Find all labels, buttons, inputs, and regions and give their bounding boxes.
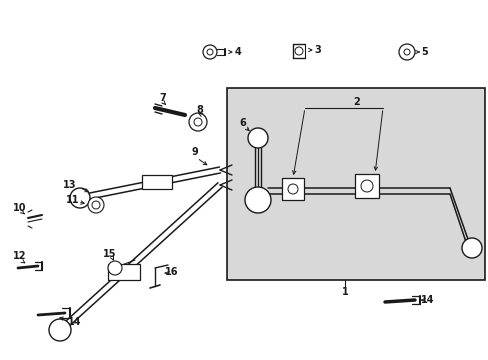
Text: 10: 10 xyxy=(13,203,27,213)
Text: 14: 14 xyxy=(68,317,81,327)
Circle shape xyxy=(287,184,297,194)
Circle shape xyxy=(49,319,71,341)
Circle shape xyxy=(189,113,206,131)
Text: 5: 5 xyxy=(421,47,427,57)
Text: 13: 13 xyxy=(63,180,77,190)
Text: 15: 15 xyxy=(103,249,117,259)
Bar xyxy=(282,178,304,200)
Text: 14: 14 xyxy=(420,295,434,305)
Bar xyxy=(354,174,378,198)
Circle shape xyxy=(203,45,217,59)
Text: 7: 7 xyxy=(159,93,166,103)
Text: 11: 11 xyxy=(66,195,80,205)
Text: 1: 1 xyxy=(341,287,347,297)
Circle shape xyxy=(360,180,372,192)
Circle shape xyxy=(461,238,481,258)
Circle shape xyxy=(194,118,202,126)
Circle shape xyxy=(206,49,213,55)
Bar xyxy=(108,264,140,280)
Text: 2: 2 xyxy=(353,97,360,107)
Circle shape xyxy=(398,44,414,60)
Text: 6: 6 xyxy=(239,118,246,128)
Text: 4: 4 xyxy=(234,47,241,57)
Text: 16: 16 xyxy=(165,267,179,277)
Circle shape xyxy=(108,261,122,275)
Circle shape xyxy=(70,188,90,208)
Circle shape xyxy=(294,47,303,55)
Text: 12: 12 xyxy=(13,251,27,261)
Circle shape xyxy=(244,187,270,213)
Text: 8: 8 xyxy=(196,105,203,115)
Circle shape xyxy=(403,49,409,55)
Bar xyxy=(226,88,484,280)
Circle shape xyxy=(247,128,267,148)
Bar xyxy=(142,175,172,189)
Circle shape xyxy=(92,201,100,209)
Text: 3: 3 xyxy=(314,45,321,55)
Text: 9: 9 xyxy=(191,147,198,157)
Circle shape xyxy=(88,197,104,213)
